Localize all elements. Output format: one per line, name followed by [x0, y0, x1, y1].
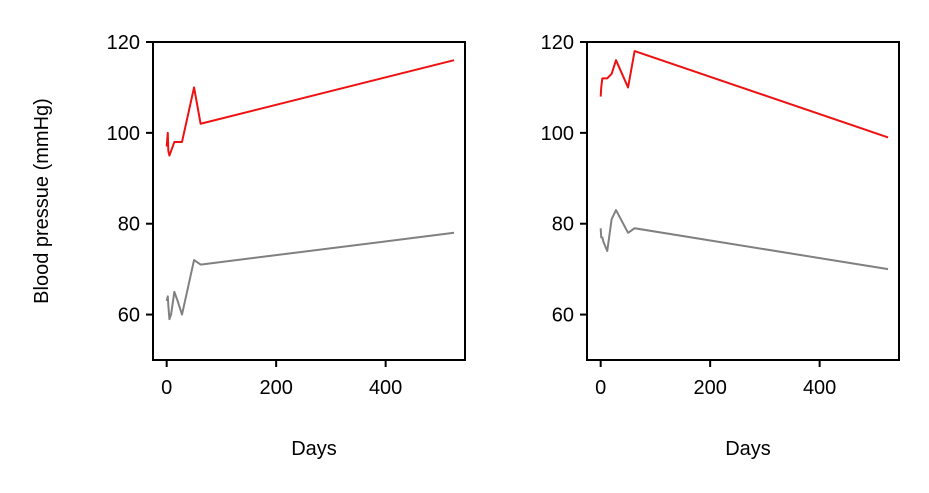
series-line-0: [165, 59, 455, 157]
plot-frame: [152, 41, 466, 361]
y-axis-label: Blood pressue (mmHg): [31, 98, 53, 304]
y-tick-label: 80: [552, 214, 574, 236]
series-line-1: [599, 209, 889, 271]
y-tick-label: 60: [552, 305, 574, 327]
y-tick-label: 120: [541, 32, 574, 54]
left-chart-panel: 0 200 400 60 80 100 120 Days Blood pressue (mmHg…: [31, 32, 466, 460]
x-tick-label: 200: [693, 377, 726, 399]
right-chart-panel: 0 200 400 60 80 100 120 Days: [541, 32, 900, 460]
series-line-0: [599, 50, 889, 139]
x-axis-label: Days: [291, 438, 337, 460]
y-tick-label: 120: [107, 32, 140, 54]
plot-frame: [586, 41, 900, 361]
y-tick-label: 60: [118, 305, 140, 327]
x-tick-label: 400: [369, 377, 402, 399]
x-axis-label: Days: [725, 438, 771, 460]
x-tick-label: 0: [161, 377, 172, 399]
y-tick-label: 100: [541, 123, 574, 145]
x-tick-label: 200: [259, 377, 292, 399]
series-line-1: [165, 231, 455, 321]
x-tick-label: 400: [803, 377, 836, 399]
y-tick-label: 100: [107, 123, 140, 145]
y-tick-label: 80: [118, 214, 140, 236]
x-tick-label: 0: [595, 377, 606, 399]
